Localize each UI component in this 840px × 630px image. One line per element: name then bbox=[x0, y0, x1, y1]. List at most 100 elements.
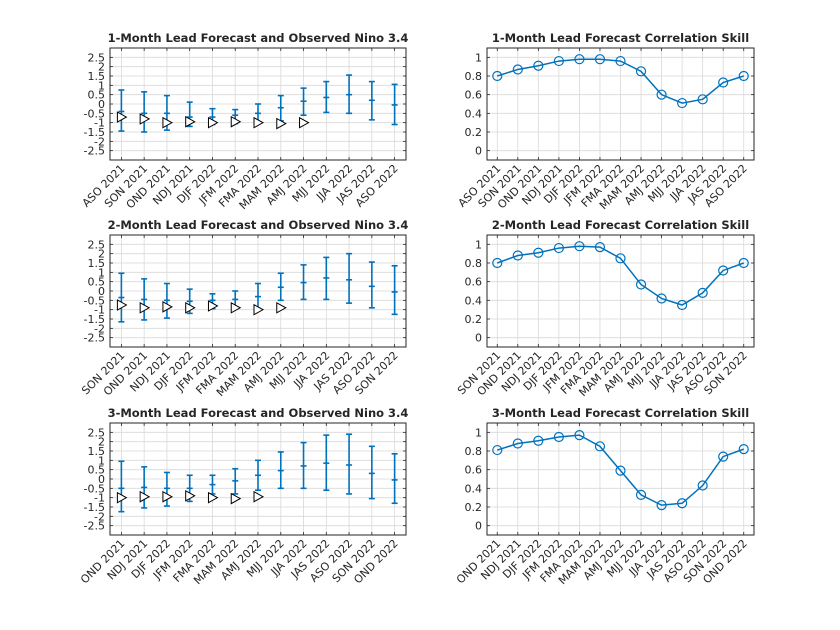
skill-point bbox=[553, 242, 564, 254]
forecast-errorbar bbox=[118, 272, 125, 323]
chart-title: 1-Month Lead Forecast and Observed Nino … bbox=[108, 31, 409, 45]
forecast-errorbar bbox=[300, 87, 307, 116]
y-tick-label: -0.5 bbox=[84, 294, 105, 307]
skill-point bbox=[594, 242, 606, 253]
skill-point bbox=[635, 66, 647, 77]
forecast-errorbar bbox=[323, 434, 330, 492]
skill-point bbox=[656, 89, 667, 100]
observed-marker bbox=[253, 303, 265, 316]
forecast-errorbar bbox=[163, 471, 170, 507]
skill-point bbox=[738, 70, 749, 82]
forecast-errorbar bbox=[391, 264, 398, 316]
y-tick-label: 1 bbox=[475, 51, 482, 64]
observed-marker bbox=[162, 116, 173, 129]
forecast-errorbar bbox=[141, 466, 148, 509]
forecast-errorbar bbox=[277, 272, 284, 302]
skill-point bbox=[574, 241, 585, 252]
y-tick-label: 0.5 bbox=[88, 276, 106, 289]
skill-point bbox=[512, 250, 523, 261]
skill-point bbox=[718, 77, 729, 88]
observed-marker bbox=[116, 299, 128, 311]
observed-marker bbox=[276, 117, 287, 130]
y-tick-label: -2 bbox=[94, 510, 105, 523]
y-tick-label: 2 bbox=[98, 61, 105, 74]
y-tick-label: 0 bbox=[475, 520, 482, 533]
y-tick-label: 0.6 bbox=[465, 89, 483, 102]
skill-point bbox=[615, 465, 626, 476]
y-tick-label: 1 bbox=[475, 426, 482, 439]
forecast-errorbar bbox=[300, 264, 307, 301]
forecast-errorbar bbox=[346, 252, 353, 304]
skill-point bbox=[697, 480, 708, 491]
skill-point bbox=[615, 55, 626, 67]
skill-point bbox=[738, 257, 749, 269]
forecast-errorbar bbox=[118, 460, 125, 513]
forecast-errorbar bbox=[232, 467, 239, 495]
skill-point bbox=[635, 489, 647, 500]
y-tick-label: 0 bbox=[475, 145, 482, 158]
skill-point bbox=[492, 444, 503, 456]
y-tick-label: 0.5 bbox=[88, 464, 106, 477]
y-tick-label: -2.5 bbox=[84, 520, 105, 533]
y-tick-label: 2 bbox=[98, 436, 105, 449]
skill-point bbox=[656, 293, 667, 304]
observed-marker bbox=[253, 116, 265, 129]
chart-title: 1-Month Lead Forecast Correlation Skill bbox=[492, 31, 749, 45]
y-tick-label: 0.4 bbox=[465, 107, 483, 120]
skill-point bbox=[594, 54, 606, 65]
observed-marker bbox=[185, 115, 196, 128]
observed-marker bbox=[253, 490, 265, 503]
forecast-errorbar bbox=[391, 83, 398, 126]
skill-point bbox=[738, 444, 749, 455]
forecast-errorbar bbox=[346, 433, 353, 495]
observed-marker bbox=[162, 490, 173, 503]
y-tick-label: 0 bbox=[475, 332, 482, 345]
skill-line bbox=[497, 245, 744, 306]
skill-line bbox=[497, 434, 744, 506]
y-tick-label: -1 bbox=[94, 117, 105, 130]
skill-point bbox=[718, 451, 729, 462]
y-tick-label: 0.2 bbox=[465, 313, 483, 326]
skill-point bbox=[492, 70, 503, 82]
y-tick-label: 0.5 bbox=[88, 89, 106, 102]
forecast-errorbar bbox=[323, 256, 330, 301]
y-tick-label: 0.8 bbox=[465, 257, 483, 270]
observed-marker bbox=[207, 491, 219, 504]
forecast-errorbar bbox=[141, 278, 148, 321]
skill-line bbox=[497, 58, 744, 104]
skill-point bbox=[492, 257, 503, 269]
forecast-errorbar bbox=[368, 261, 375, 309]
skill-point bbox=[533, 60, 544, 71]
y-tick-label: 0.4 bbox=[465, 294, 483, 307]
y-tick-label: -1 bbox=[94, 492, 105, 505]
skill-point bbox=[594, 441, 606, 452]
y-tick-label: 1 bbox=[98, 79, 105, 92]
observed-marker bbox=[139, 490, 151, 503]
skill-point bbox=[677, 97, 688, 109]
y-tick-label: -1.5 bbox=[84, 313, 105, 326]
observed-marker bbox=[207, 116, 219, 129]
y-tick-label: 0.6 bbox=[465, 464, 483, 477]
observed-marker bbox=[185, 489, 196, 502]
observed-marker bbox=[116, 111, 128, 123]
observed-marker bbox=[230, 115, 242, 128]
forecast-errorbar bbox=[323, 80, 330, 114]
forecast-errorbar bbox=[346, 74, 353, 115]
y-tick-label: -0.5 bbox=[84, 107, 105, 120]
observed-marker bbox=[185, 301, 196, 314]
y-tick-label: 2.5 bbox=[88, 426, 106, 439]
observed-marker bbox=[139, 113, 151, 125]
skill-point bbox=[553, 55, 564, 67]
observed-marker bbox=[276, 301, 287, 314]
forecast-errorbar bbox=[368, 445, 375, 500]
y-tick-label: 0.8 bbox=[465, 70, 483, 83]
observed-marker bbox=[207, 300, 219, 312]
y-tick-label: 0 bbox=[98, 98, 105, 111]
chart-title: 2-Month Lead Forecast and Observed Nino … bbox=[108, 218, 409, 232]
y-tick-label: 1.5 bbox=[88, 257, 106, 270]
forecast-errorbar bbox=[391, 452, 398, 505]
observed-marker bbox=[139, 301, 151, 314]
y-tick-label: 0.8 bbox=[465, 445, 483, 458]
